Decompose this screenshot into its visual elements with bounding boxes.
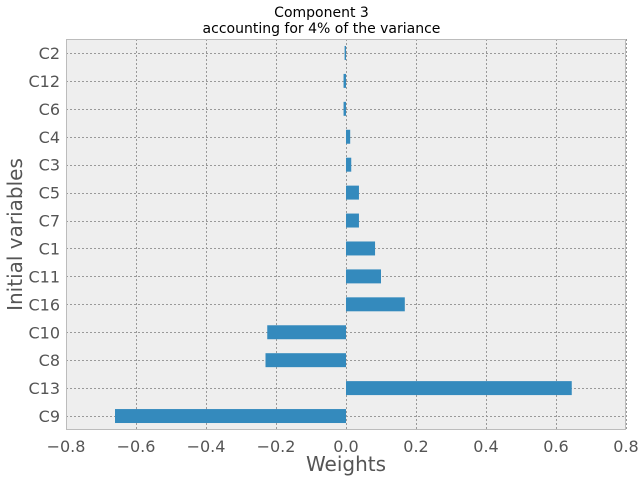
bar-c13 [346,381,572,396]
x-tick-label: 0.0 [333,437,358,456]
x-tick-label: 0.2 [403,437,428,456]
plot-frame [66,39,626,430]
y-tick-label: C4 [39,128,60,147]
chart-subtitle: accounting for 4% of the variance [202,21,441,37]
y-axis-label: Initial variables [3,158,27,311]
bar-c2 [344,45,346,60]
chart-title: Component 3 [274,5,369,21]
bar-c4 [346,129,351,144]
bar-c12 [343,73,346,88]
x-axis-label: Weights [306,452,386,476]
y-tick-label: C3 [39,156,60,175]
bar-c3 [346,157,352,172]
x-tick-label: 0.8 [613,437,638,456]
bar-c9 [115,409,346,424]
y-tick-label: C8 [39,351,60,370]
x-ticks: −0.8 −0.6 −0.4 −0.2 0.0 0.2 0.4 0.6 0.8 [47,437,639,456]
x-tick-label: −0.6 [117,437,156,456]
bar-c11 [346,269,381,284]
y-tick-label: C7 [39,212,60,231]
bar-c5 [346,185,359,200]
y-tick-label: C10 [28,323,60,342]
y-ticks: C9 C13 C8 C10 C16 C11 C1 C7 C5 C3 C4 C6 C12 C2 [28,44,60,426]
bar-c7 [346,213,359,228]
bar-c1 [346,241,376,256]
x-tick-label: 0.4 [473,437,498,456]
bars [115,45,572,424]
x-tick-label: 0.6 [543,437,568,456]
y-tick-label: C6 [39,100,60,119]
bar-c10 [267,325,346,340]
bar-c6 [343,101,346,116]
y-tick-label: C16 [28,295,60,314]
y-tick-label: C13 [28,379,60,398]
bar-c16 [346,297,405,312]
y-tick-label: C1 [39,239,60,258]
x-tick-label: −0.2 [257,437,296,456]
x-tick-label: −0.4 [187,437,226,456]
y-tick-label: C5 [39,184,60,203]
x-tick-label: −0.8 [47,437,86,456]
y-tick-label: C12 [28,72,60,91]
y-tick-label: C2 [39,44,60,63]
y-tick-label: C9 [39,407,60,426]
y-tick-label: C11 [28,267,60,286]
bar-c8 [265,353,346,368]
